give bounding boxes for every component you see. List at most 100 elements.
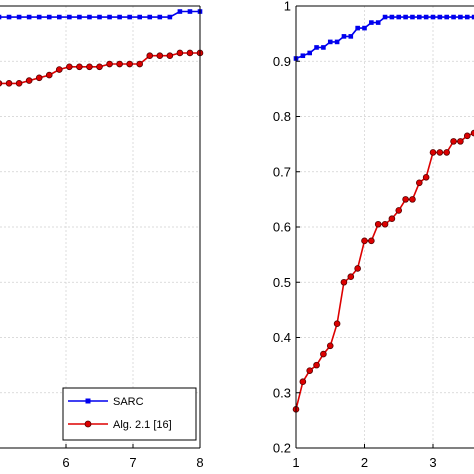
left-x-tick-label: 8 [196, 455, 203, 470]
right-point-alg-2-1-16 [388, 215, 396, 223]
legend-entry-alg: Alg. 2.1 [16] [68, 419, 172, 431]
right-point-alg-2-1-16 [354, 265, 361, 272]
legend-label-sarc: SARC [113, 396, 144, 408]
left-series-group [0, 9, 204, 87]
legend-entry-sarc: SARC [68, 396, 144, 408]
left-point-sarc [87, 14, 92, 20]
right-y-tick-label: 0.6 [273, 220, 291, 235]
left-point-sarc [26, 14, 32, 20]
right-point-alg-2-1-16 [333, 320, 341, 327]
right-point-sarc [327, 39, 333, 45]
left-point-alg-2-1-16 [15, 80, 23, 87]
left-point-sarc [57, 14, 62, 20]
left-point-alg-2-1-16 [35, 74, 43, 82]
right-x-tick-label: 2 [361, 455, 368, 470]
right-point-sarc [300, 53, 306, 59]
right-plot: 1 2 3 0.2 0.3 0.4 0.5 0.6 0.7 0.8 0.9 1 [273, 0, 474, 470]
right-series-line-sarc [295, 16, 474, 60]
right-point-sarc [375, 20, 381, 25]
left-point-sarc [177, 9, 183, 14]
right-point-sarc [403, 14, 408, 20]
left-point-sarc [127, 14, 132, 20]
right-point-sarc [471, 14, 474, 20]
left-point-alg-2-1-16 [156, 52, 164, 60]
right-point-sarc [321, 45, 326, 50]
right-x-ticks: 1 2 3 [292, 444, 437, 470]
right-point-alg-2-1-16 [374, 220, 382, 228]
right-point-sarc [382, 14, 388, 20]
right-point-sarc [307, 50, 312, 56]
right-point-sarc [355, 25, 360, 31]
right-point-alg-2-1-16 [422, 173, 430, 181]
left-point-alg-2-1-16 [166, 52, 174, 60]
left-point-alg-2-1-16 [186, 49, 194, 57]
right-series-group [292, 14, 474, 413]
right-y-tick-label: 0.4 [273, 330, 291, 345]
right-y-tick-label: 0.9 [273, 54, 291, 69]
left-point-sarc [187, 9, 193, 14]
legend-marker-sarc [85, 398, 91, 404]
left-point-alg-2-1-16 [45, 71, 53, 79]
right-point-sarc [430, 14, 436, 20]
right-point-alg-2-1-16 [368, 237, 375, 245]
right-point-alg-2-1-16 [381, 220, 389, 228]
right-point-alg-2-1-16 [409, 196, 416, 203]
left-point-sarc [67, 14, 72, 20]
right-y-tick-label: 0.3 [273, 385, 291, 400]
right-point-alg-2-1-16 [443, 149, 451, 156]
left-point-alg-2-1-16 [0, 80, 3, 87]
right-point-alg-2-1-16 [429, 149, 437, 156]
right-point-sarc [314, 45, 319, 50]
right-x-tick-label: 1 [292, 455, 299, 470]
right-y-ticks: 0.2 0.3 0.4 0.5 0.6 0.7 0.8 0.9 1 [273, 0, 300, 456]
left-point-alg-2-1-16 [96, 63, 103, 71]
right-point-sarc [396, 14, 402, 20]
legend-box [62, 387, 197, 441]
legend: SARC Alg. 2.1 [16] [62, 387, 197, 441]
right-point-sarc [417, 14, 422, 20]
left-point-sarc [147, 14, 153, 20]
right-point-alg-2-1-16 [361, 237, 368, 245]
right-point-sarc [389, 14, 395, 20]
right-point-alg-2-1-16 [306, 367, 314, 374]
right-point-alg-2-1-16 [436, 149, 444, 156]
right-point-sarc [369, 20, 374, 25]
left-point-alg-2-1-16 [86, 63, 93, 71]
left-point-alg-2-1-16 [25, 77, 33, 84]
left-point-sarc [117, 14, 122, 20]
right-point-alg-2-1-16 [395, 207, 403, 214]
right-y-tick-label: 0.2 [273, 441, 291, 456]
left-point-alg-2-1-16 [55, 66, 63, 73]
right-series-line-alg-2-1-16 [295, 132, 474, 410]
legend-label-alg: Alg. 2.1 [16] [113, 419, 172, 431]
left-point-sarc [157, 14, 163, 20]
right-point-sarc [464, 14, 470, 20]
left-point-alg-2-1-16 [106, 60, 113, 68]
left-point-sarc [46, 14, 52, 20]
right-point-sarc [362, 25, 367, 31]
right-point-sarc [451, 14, 456, 20]
right-point-sarc [334, 39, 340, 45]
left-point-sarc [16, 14, 22, 20]
legend-marker-alg [84, 420, 92, 428]
right-point-alg-2-1-16 [457, 138, 464, 145]
right-point-sarc [410, 14, 415, 20]
right-point-sarc [341, 34, 347, 39]
right-point-alg-2-1-16 [320, 350, 327, 358]
right-y-tick-label: 0.7 [273, 164, 291, 179]
left-x-tick-label: 7 [129, 455, 136, 470]
left-point-sarc [97, 14, 102, 20]
right-point-sarc [444, 14, 449, 20]
right-point-alg-2-1-16 [402, 196, 409, 203]
left-point-alg-2-1-16 [116, 60, 123, 68]
right-point-alg-2-1-16 [340, 278, 348, 286]
left-point-sarc [36, 14, 42, 20]
right-point-alg-2-1-16 [347, 273, 355, 281]
left-point-alg-2-1-16 [176, 49, 184, 57]
right-point-alg-2-1-16 [450, 138, 457, 145]
left-point-sarc [0, 14, 2, 20]
right-point-sarc [458, 14, 463, 20]
left-point-alg-2-1-16 [126, 60, 133, 68]
right-point-alg-2-1-16 [415, 179, 423, 187]
